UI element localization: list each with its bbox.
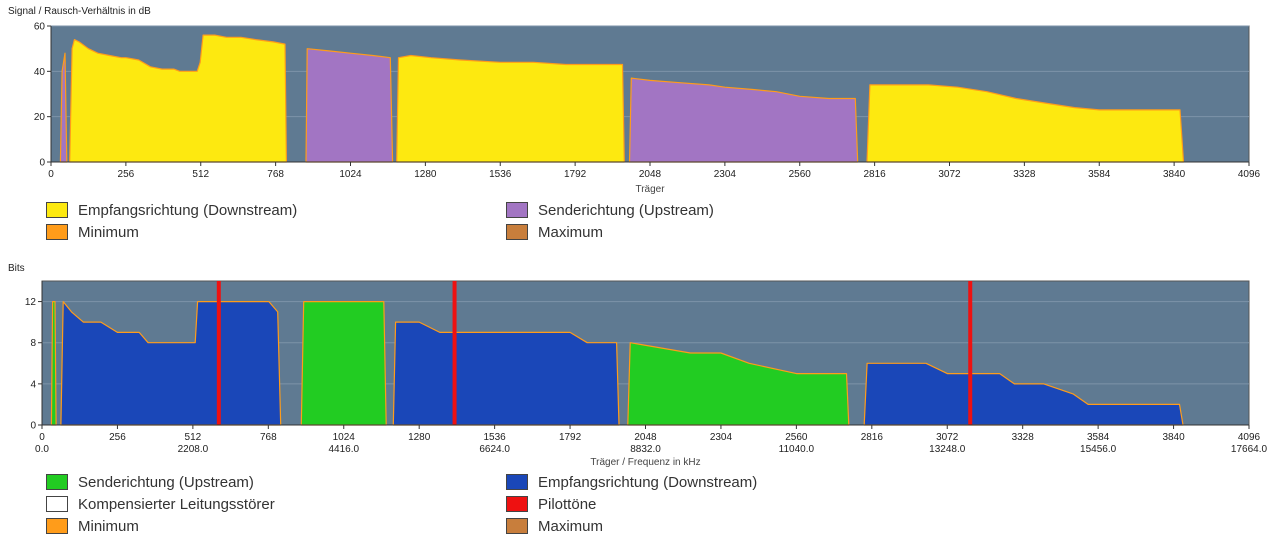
- x-tick-label: 3584: [1088, 169, 1111, 180]
- y-tick-label: 20: [34, 112, 46, 123]
- y-tick-label: 8: [30, 338, 36, 349]
- legend-item-downstream[interactable]: Empfangsrichtung (Downstream): [506, 471, 757, 493]
- legend-label-maximum: Maximum: [538, 517, 604, 535]
- x-tick-label: 1024: [339, 169, 362, 180]
- y-axis-label: Signal / Rausch-Verhältnis in dB: [8, 6, 151, 17]
- snr-chart: Signal / Rausch-Verhältnis in dB 0 20 40 60 0…: [8, 6, 1261, 195]
- x-axis-label: Träger: [635, 184, 665, 195]
- legend-item-crosstalk[interactable]: Kompensierter Leitungsstörer: [46, 493, 275, 515]
- legend-swatch-downstream: [46, 202, 68, 218]
- legend-swatch-maximum: [506, 224, 528, 240]
- legend-item-maximum[interactable]: Maximum: [506, 221, 603, 243]
- x-freq-tick-label: 8832.0: [630, 444, 661, 455]
- x-tick-label: 4096: [1238, 169, 1261, 180]
- legend-label-crosstalk: Kompensierter Leitungsstörer: [78, 495, 275, 513]
- y-tick-label: 4: [30, 379, 36, 390]
- x-tick-label: 1792: [559, 432, 582, 443]
- x-tick-label: 3328: [1012, 432, 1035, 443]
- legend-swatch-maximum: [506, 518, 528, 534]
- series-area-1-1: [305, 48, 394, 163]
- x-tick-label: 0: [39, 432, 45, 443]
- legend-item-upstream[interactable]: Senderichtung (Upstream): [506, 199, 714, 221]
- x-tick-label: 1792: [564, 169, 587, 180]
- legend-swatch-upstream: [506, 202, 528, 218]
- x-tick-label: 2304: [710, 432, 733, 443]
- legend-item-minimum[interactable]: Minimum: [46, 515, 139, 537]
- series-area-0-1: [396, 54, 625, 163]
- x-tick-label: 2560: [789, 169, 812, 180]
- x-tick-label: 3840: [1162, 432, 1185, 443]
- x-tick-label: 2048: [639, 169, 662, 180]
- x-freq-tick-label: 6624.0: [479, 444, 510, 455]
- x-tick-label: 4096: [1238, 432, 1261, 443]
- x-tick-label: 0: [48, 169, 54, 180]
- legend-label-downstream: Empfangsrichtung (Downstream): [538, 473, 758, 491]
- x-tick-label: 1280: [408, 432, 431, 443]
- legend-item-minimum[interactable]: Minimum: [46, 221, 139, 243]
- legend-label-minimum: Minimum: [78, 517, 139, 535]
- x-freq-tick-label: 13248.0: [929, 444, 966, 455]
- legend-swatch-pilot-tones: [506, 496, 528, 512]
- x-tick-label: 256: [118, 169, 135, 180]
- series-area-1-2: [628, 77, 859, 163]
- x-freq-tick-label: 0.0: [35, 444, 49, 455]
- legend-label-downstream: Empfangsrichtung (Downstream): [78, 201, 298, 219]
- x-freq-tick-label: 11040.0: [779, 444, 815, 455]
- x-tick-label: 1280: [414, 169, 437, 180]
- x-tick-label: 512: [192, 169, 209, 180]
- bits-chart: Bits 0 4 8 12 0 256 512 768 1024 1280 1536 1792 2048 2…: [8, 263, 1268, 468]
- x-tick-label: 256: [109, 432, 126, 443]
- y-axis-label: Bits: [8, 263, 25, 274]
- legend-swatch-minimum: [46, 518, 68, 534]
- legend-item-upstream[interactable]: Senderichtung (Upstream): [46, 471, 254, 493]
- y-tick-label: 0: [30, 421, 36, 432]
- x-tick-label: 1024: [333, 432, 356, 443]
- x-tick-label: 512: [185, 432, 202, 443]
- series-area-0-0: [69, 34, 287, 163]
- x-freq-tick-label: 15456.0: [1080, 444, 1117, 455]
- y-tick-label: 40: [34, 67, 46, 78]
- series-area-0-2: [627, 342, 850, 426]
- x-tick-label: 3072: [936, 432, 959, 443]
- x-tick-label: 3072: [938, 169, 961, 180]
- legend-label-minimum: Minimum: [78, 223, 139, 241]
- x-tick-label: 2816: [864, 169, 887, 180]
- legend-label-upstream: Senderichtung (Upstream): [538, 201, 714, 219]
- x-tick-label: 1536: [489, 169, 512, 180]
- legend-swatch-crosstalk: [46, 496, 68, 512]
- x-freq-tick-label: 2208.0: [178, 444, 209, 455]
- series-area-1-1: [392, 321, 620, 426]
- x-tick-label: 2304: [714, 169, 737, 180]
- x-tick-label: 3840: [1163, 169, 1186, 180]
- legend-item-maximum[interactable]: Maximum: [506, 515, 603, 537]
- x-axis-label: Träger / Frequenz in kHz: [590, 457, 700, 468]
- legend-swatch-downstream: [506, 474, 528, 490]
- x-freq-tick-label: 17664.0: [1231, 444, 1268, 455]
- y-tick-label: 12: [25, 297, 37, 308]
- x-tick-label: 2816: [861, 432, 884, 443]
- legend-swatch-upstream: [46, 474, 68, 490]
- x-tick-label: 768: [260, 432, 277, 443]
- series-area-1-2: [863, 362, 1184, 426]
- legend-label-upstream: Senderichtung (Upstream): [78, 473, 254, 491]
- legend-item-downstream[interactable]: Empfangsrichtung (Downstream): [46, 199, 297, 221]
- series-area-0-0: [50, 301, 57, 426]
- x-tick-label: 2048: [634, 432, 657, 443]
- x-tick-label: 2560: [785, 432, 808, 443]
- legend-label-pilot-tones: Pilottöne: [538, 495, 597, 513]
- x-tick-label: 3584: [1087, 432, 1110, 443]
- series-area-1-0: [60, 301, 282, 426]
- y-tick-label: 0: [39, 158, 45, 169]
- series-area-0-2: [866, 84, 1185, 163]
- legend-label-maximum: Maximum: [538, 223, 604, 241]
- x-tick-label: 1536: [484, 432, 507, 443]
- y-tick-label: 60: [34, 22, 46, 33]
- x-tick-label: 3328: [1013, 169, 1036, 180]
- series-area-0-1: [300, 301, 387, 426]
- x-tick-label: 768: [267, 169, 284, 180]
- x-freq-tick-label: 4416.0: [328, 444, 359, 455]
- legend-item-pilot-tones[interactable]: Pilottöne: [506, 493, 596, 515]
- legend-swatch-minimum: [46, 224, 68, 240]
